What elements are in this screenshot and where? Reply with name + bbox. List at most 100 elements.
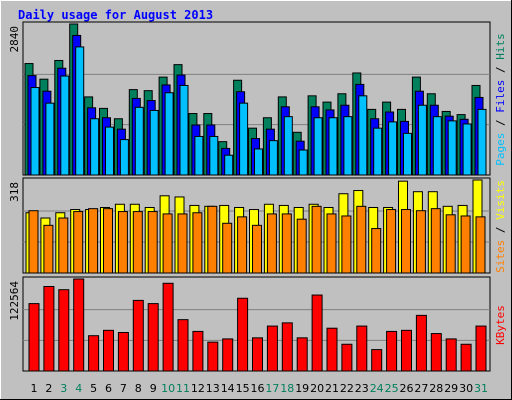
bar bbox=[447, 120, 457, 176]
bar bbox=[222, 222, 233, 274]
bar bbox=[224, 154, 234, 176]
bar bbox=[28, 303, 40, 372]
bar bbox=[58, 289, 70, 372]
bar bbox=[207, 205, 218, 274]
bar bbox=[105, 126, 114, 176]
bar bbox=[266, 325, 278, 372]
x-tick-label: 26 bbox=[400, 382, 414, 395]
bar bbox=[326, 327, 338, 372]
bar bbox=[430, 208, 441, 274]
chart-title: Daily usage for August 2013 bbox=[18, 8, 213, 22]
bar bbox=[45, 102, 55, 176]
bar bbox=[60, 75, 70, 176]
bar bbox=[177, 319, 189, 372]
legend-entry: Files bbox=[494, 80, 507, 113]
x-tick-label: 6 bbox=[105, 382, 112, 395]
y-tick-label: 122564 bbox=[8, 281, 21, 321]
y-tick-label: 2840 bbox=[8, 26, 21, 53]
bar bbox=[417, 104, 427, 176]
x-tick-label: 1 bbox=[31, 382, 38, 395]
legend-separator: / bbox=[494, 60, 507, 80]
bar bbox=[371, 228, 382, 274]
bar bbox=[281, 213, 292, 274]
x-tick-label: 29 bbox=[444, 382, 458, 395]
x-tick-label: 12 bbox=[191, 382, 205, 395]
bar bbox=[430, 333, 442, 372]
bar bbox=[192, 212, 203, 274]
bar bbox=[313, 117, 323, 176]
legend-entry: Sites bbox=[494, 240, 507, 273]
bar bbox=[149, 109, 159, 176]
bar bbox=[326, 213, 337, 274]
x-tick-label: 20 bbox=[310, 382, 324, 395]
bar bbox=[179, 84, 189, 176]
bar bbox=[371, 349, 383, 372]
bar bbox=[73, 278, 85, 372]
x-tick-label: 16 bbox=[251, 382, 265, 395]
bar bbox=[445, 214, 456, 274]
bar bbox=[254, 148, 263, 176]
bar bbox=[401, 329, 412, 372]
x-tick-label: 25 bbox=[385, 382, 399, 395]
bar bbox=[177, 213, 188, 274]
bar bbox=[403, 132, 412, 176]
x-tick-label: 28 bbox=[429, 382, 443, 395]
bar bbox=[268, 140, 278, 176]
bar bbox=[147, 303, 159, 372]
x-tick-label: 2 bbox=[45, 382, 52, 395]
bar bbox=[88, 208, 99, 274]
bar bbox=[460, 215, 471, 274]
bar bbox=[266, 213, 277, 274]
bar bbox=[209, 135, 219, 176]
legend-separator: / bbox=[494, 113, 507, 133]
x-tick-label: 14 bbox=[221, 382, 235, 395]
bar bbox=[401, 209, 411, 274]
bar bbox=[132, 299, 144, 372]
y-tick-label: 318 bbox=[8, 182, 21, 202]
bar bbox=[445, 338, 457, 372]
legend-separator: / bbox=[494, 220, 507, 240]
bar bbox=[298, 149, 308, 176]
x-tick-label: 13 bbox=[206, 382, 220, 395]
bar bbox=[343, 116, 353, 176]
bar bbox=[164, 92, 174, 176]
bar bbox=[207, 341, 219, 372]
bar bbox=[58, 217, 69, 274]
bar bbox=[358, 95, 368, 176]
x-tick-label: 27 bbox=[414, 382, 428, 395]
x-tick-label: 18 bbox=[280, 382, 294, 395]
bar bbox=[147, 211, 158, 274]
bar bbox=[475, 216, 486, 274]
x-tick-label: 22 bbox=[340, 382, 354, 395]
x-tick-label: 11 bbox=[176, 382, 190, 395]
bar bbox=[386, 330, 398, 372]
bar bbox=[311, 205, 322, 274]
bar bbox=[237, 297, 249, 372]
x-tick-label: 9 bbox=[150, 382, 157, 395]
bar bbox=[90, 118, 100, 176]
bar bbox=[341, 343, 353, 372]
bar bbox=[88, 335, 100, 372]
x-tick-label: 10 bbox=[161, 382, 175, 395]
legend: Sites / Visits bbox=[494, 180, 507, 273]
x-tick-label: 7 bbox=[120, 382, 127, 395]
bar bbox=[281, 322, 293, 372]
x-tick-label: 5 bbox=[90, 382, 97, 395]
bar bbox=[119, 139, 129, 176]
bar bbox=[75, 46, 85, 176]
x-tick-label: 31 bbox=[474, 382, 488, 395]
legend: Pages / Files / Hits bbox=[494, 33, 507, 166]
legend: KBytes bbox=[494, 305, 507, 345]
bar bbox=[239, 102, 249, 176]
bar bbox=[73, 211, 84, 274]
bar bbox=[477, 108, 487, 176]
bar bbox=[415, 210, 426, 274]
bar bbox=[162, 213, 173, 274]
bar bbox=[43, 285, 55, 372]
bar bbox=[252, 337, 263, 372]
x-tick-label: 4 bbox=[75, 382, 82, 395]
x-tick-label: 8 bbox=[135, 382, 142, 395]
bar bbox=[311, 294, 323, 372]
bar bbox=[386, 209, 397, 274]
